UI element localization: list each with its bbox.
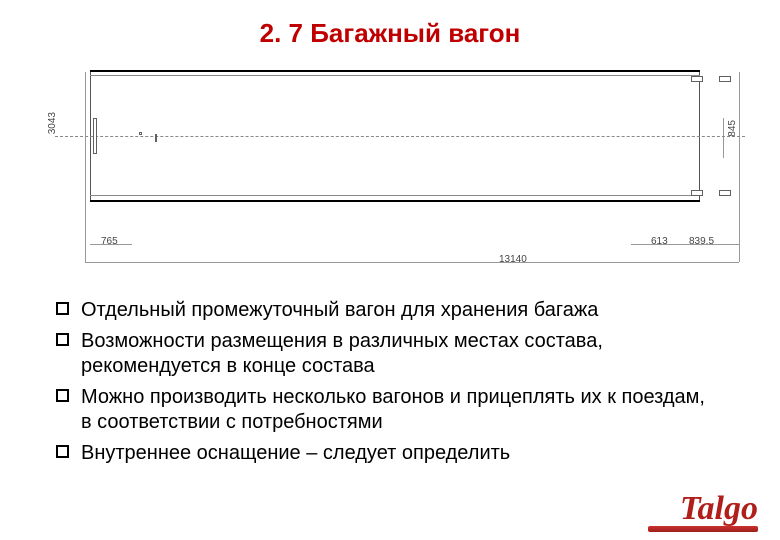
wagon-roof-inner xyxy=(90,75,700,76)
wagon-roof xyxy=(90,70,700,72)
detail-notch xyxy=(719,76,731,82)
dim-left-height: 3043 xyxy=(47,112,58,134)
bullet-item: Возможности размещения в различных места… xyxy=(56,329,716,379)
detail-notch xyxy=(691,76,703,82)
wagon-centerline xyxy=(55,136,745,137)
bullet-item: Внутреннее оснащение – следует определит… xyxy=(56,441,716,466)
detail-notch xyxy=(691,190,703,196)
dim-bottom-left: 765 xyxy=(101,236,118,247)
bullet-box-icon xyxy=(56,302,69,315)
dim-line xyxy=(631,244,739,245)
bullet-text: Можно производить несколько вагонов и пр… xyxy=(81,385,716,435)
dim-line xyxy=(85,262,739,263)
dim-bottom-right-1: 613 xyxy=(651,236,668,247)
dim-line xyxy=(90,244,132,245)
wagon-diagram: 3043 845 765 613 839.5 13140 xyxy=(55,62,745,262)
bullet-box-icon xyxy=(56,445,69,458)
detail-notch xyxy=(93,118,97,154)
dim-line xyxy=(85,72,86,262)
bullet-text: Отдельный промежуточный вагон для хранен… xyxy=(81,298,598,323)
bullet-box-icon xyxy=(56,333,69,346)
dim-bottom-right-2: 839.5 xyxy=(689,236,714,247)
bullet-list: Отдельный промежуточный вагон для хранен… xyxy=(56,298,716,472)
dim-bottom-total: 13140 xyxy=(499,254,527,265)
detail-notch xyxy=(155,134,157,142)
wagon-floor-inner xyxy=(90,195,700,196)
bullet-text: Возможности размещения в различных места… xyxy=(81,329,716,379)
slide-title: 2. 7 Багажный вагон xyxy=(0,18,780,49)
talgo-logo: Talgo xyxy=(680,490,758,528)
detail-notch xyxy=(139,132,142,135)
wagon-floor xyxy=(90,200,700,202)
detail-notch xyxy=(719,190,731,196)
bullet-text: Внутреннее оснащение – следует определит… xyxy=(81,441,510,466)
dim-right-height: 845 xyxy=(727,120,738,137)
bullet-item: Отдельный промежуточный вагон для хранен… xyxy=(56,298,716,323)
bullet-box-icon xyxy=(56,389,69,402)
dim-line xyxy=(739,72,740,262)
bullet-item: Можно производить несколько вагонов и пр… xyxy=(56,385,716,435)
dim-line xyxy=(723,118,724,158)
